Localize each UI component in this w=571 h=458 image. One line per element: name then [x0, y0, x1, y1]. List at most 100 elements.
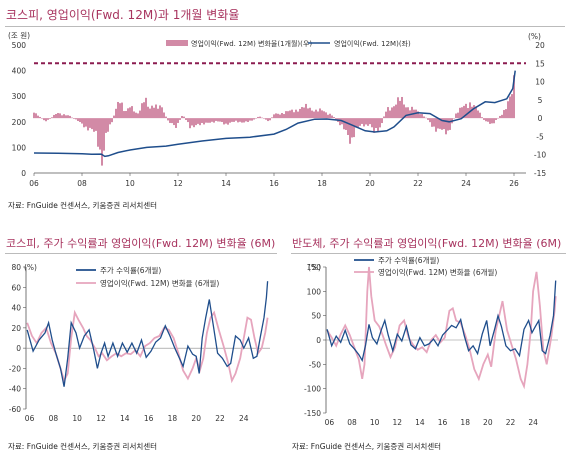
change-bar	[175, 118, 177, 128]
br-x-tick: 16	[438, 418, 448, 427]
change-bar	[383, 116, 385, 119]
change-bar	[91, 118, 93, 130]
top-y-right-tick: 15	[535, 59, 545, 68]
change-bar	[197, 118, 199, 124]
change-bar	[295, 109, 297, 119]
change-bar	[503, 110, 505, 119]
change-bar	[495, 118, 497, 120]
change-bar	[375, 118, 377, 128]
change-bar	[325, 112, 327, 119]
change-bar	[167, 118, 169, 121]
top-y-right-tick: -10	[534, 151, 546, 160]
change-bar	[323, 111, 325, 119]
change-bar	[431, 118, 433, 127]
change-bar	[303, 107, 305, 119]
change-bar	[121, 102, 123, 119]
br-y-tick: 150	[307, 263, 322, 272]
change-bar	[487, 118, 489, 122]
legend-label-line: 영업이익(Fwd. 12M)(좌)	[334, 39, 411, 48]
top-x-tick: 24	[461, 179, 471, 188]
change-bar	[313, 111, 315, 119]
change-bar	[343, 118, 345, 130]
change-bar	[277, 113, 279, 119]
change-bar	[273, 114, 275, 119]
change-bar	[71, 117, 73, 119]
change-bar	[335, 118, 337, 120]
change-bar	[97, 118, 99, 147]
top-y-right-tick: 5	[538, 96, 543, 105]
change-bar	[215, 118, 217, 121]
change-bar	[483, 118, 485, 120]
change-bar	[139, 110, 141, 119]
change-bar	[77, 118, 79, 122]
top-y-left-tick: 300	[12, 92, 27, 101]
br-legend-label-op: 영업이익(Fwd. 12M) 변화율 (6개월)	[378, 267, 497, 277]
change-bar	[403, 104, 405, 119]
top-x-tick: 08	[77, 179, 87, 188]
change-bar	[443, 118, 445, 130]
change-bar	[127, 108, 129, 119]
change-bar	[445, 118, 447, 135]
bottom-left-source: 자료: FnGuide 컨센서스, 키움증권 리서치센터	[8, 442, 158, 451]
top-y-left-tick: 400	[12, 67, 27, 76]
change-bar	[93, 118, 95, 132]
change-bar	[205, 118, 207, 123]
change-bar	[81, 118, 83, 124]
change-bar	[185, 118, 187, 120]
br-x-tick: 18	[460, 418, 470, 427]
bl-y-tick: 60	[11, 283, 21, 292]
change-bar	[381, 118, 383, 124]
change-bar	[469, 102, 471, 119]
change-bar	[243, 118, 245, 123]
change-bar	[217, 118, 219, 122]
top-x-tick: 18	[317, 179, 327, 188]
change-bar	[143, 102, 145, 119]
change-bar	[441, 118, 443, 130]
change-bar	[255, 118, 257, 119]
top-y-right-tick: -15	[534, 169, 546, 178]
change-bar	[187, 118, 189, 123]
change-bar	[333, 117, 335, 119]
change-bar	[363, 118, 365, 127]
change-bar	[311, 110, 313, 119]
change-bar	[439, 118, 441, 129]
change-bar	[47, 118, 49, 120]
change-bar	[319, 108, 321, 119]
change-bar	[447, 118, 449, 131]
change-bar	[369, 118, 371, 125]
bottom-right-title: 반도체, 주가 수익률과 영업이익(Fwd. 12M) 변화율 (6M)	[292, 237, 562, 250]
change-bar	[191, 118, 193, 126]
change-bar	[455, 113, 457, 119]
change-bar	[417, 111, 419, 119]
bl-x-tick: 14	[120, 414, 130, 423]
top-legend: 영업이익(Fwd. 12M) 변화율(1개월)(우) 영업이익(Fwd. 12M…	[166, 39, 411, 48]
change-bar	[395, 104, 397, 119]
change-bar	[181, 115, 183, 119]
change-bar	[449, 118, 451, 130]
top-y-left-tick: 500	[12, 41, 27, 50]
change-bar	[459, 107, 461, 119]
change-bar	[229, 118, 231, 123]
change-bar	[163, 112, 165, 119]
bottom-right-source: 자료: FnGuide 컨센서스, 키움증권 리서치센터	[292, 442, 442, 451]
change-bar	[63, 114, 65, 119]
change-bar	[193, 118, 195, 128]
br-y-tick: 0	[316, 336, 321, 345]
change-bar	[221, 118, 223, 122]
change-bar	[329, 113, 331, 119]
change-bar	[227, 118, 229, 125]
top-y-right-label: (%)	[528, 32, 541, 41]
top-x-tick: 22	[413, 179, 423, 188]
change-bar	[87, 118, 89, 131]
change-bar	[241, 118, 243, 123]
change-bar	[117, 101, 119, 119]
bl-y-tick: -40	[9, 385, 21, 394]
br-y-label: (%)	[308, 263, 321, 272]
change-bar	[289, 110, 291, 119]
change-bar	[233, 118, 235, 122]
change-bar	[279, 114, 281, 119]
change-bar	[351, 118, 353, 138]
change-bar	[99, 118, 101, 150]
bottom-right-plot: -150 -100 -50 0 50 100 150 06 08 10 12 14 16 18 20 22 24	[304, 263, 558, 427]
top-y-right-tick: 10	[535, 78, 545, 87]
